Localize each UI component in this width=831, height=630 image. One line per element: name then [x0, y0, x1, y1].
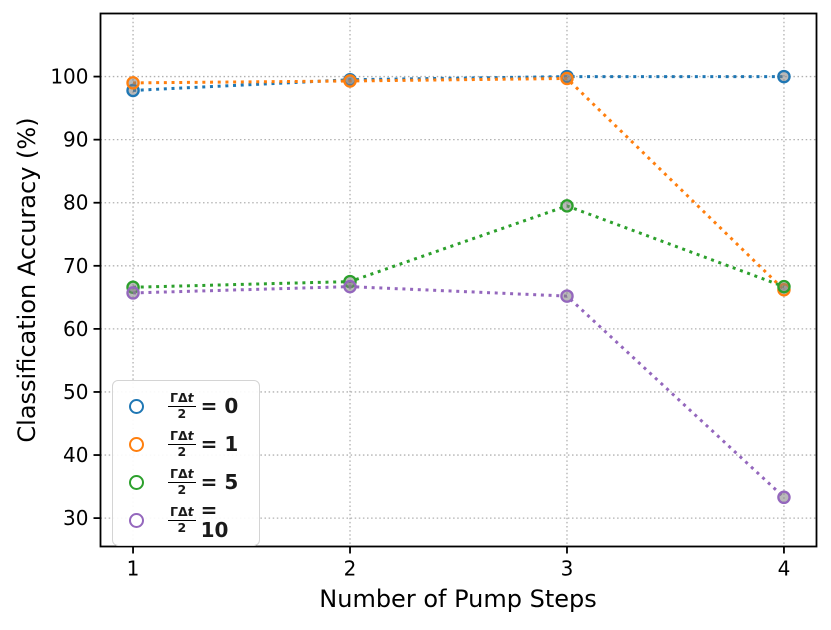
y-tick-label: 50	[63, 380, 88, 404]
legend-marker-icon	[129, 436, 144, 452]
legend-entry: ΓΔt 2 = 10	[129, 500, 249, 540]
data-point-marker	[126, 286, 140, 300]
legend-fraction-numerator: ΓΔt	[168, 427, 196, 445]
legend-entry: ΓΔt 2 = 0	[129, 387, 249, 425]
legend-entry: ΓΔt 2 = 1	[129, 425, 249, 463]
legend-fraction: ΓΔt 2	[168, 427, 196, 459]
legend: ΓΔt 2 = 0 ΓΔt 2 = 1 ΓΔt 2 = 5 ΓΔt 2 = 10	[112, 380, 260, 546]
data-point-marker	[343, 74, 357, 88]
legend-entry: ΓΔt 2 = 5	[129, 463, 249, 501]
y-tick-label: 60	[63, 317, 88, 341]
legend-fraction-denominator: 2	[177, 406, 187, 421]
legend-label: ΓΔt 2 = 1	[168, 427, 239, 459]
legend-value: = 0	[200, 394, 239, 418]
legend-fraction-denominator: 2	[177, 444, 187, 459]
data-point-marker	[777, 490, 791, 505]
y-tick-label: 70	[63, 254, 88, 278]
data-point-marker	[560, 71, 574, 86]
x-tick-label: 2	[344, 557, 357, 581]
data-point-marker	[126, 76, 140, 90]
legend-fraction-numerator: ΓΔt	[168, 503, 196, 521]
legend-marker-icon	[129, 512, 144, 528]
y-tick-label: 30	[63, 506, 88, 530]
data-point-marker	[777, 279, 791, 294]
legend-fraction: ΓΔt 2	[168, 503, 196, 535]
legend-fraction-numerator: ΓΔt	[168, 389, 196, 407]
data-point-marker	[777, 69, 791, 84]
data-point-marker	[560, 199, 574, 213]
y-tick-label: 90	[63, 128, 88, 152]
legend-label: ΓΔt 2 = 0	[168, 389, 239, 421]
y-tick-label: 100	[50, 65, 88, 89]
legend-marker-icon	[129, 474, 144, 490]
legend-fraction-denominator: 2	[177, 520, 187, 535]
plot-spines	[99, 12, 818, 548]
x-axis-label: Number of Pump Steps	[319, 585, 597, 613]
data-point-marker	[560, 289, 574, 303]
y-tick-label: 40	[63, 443, 88, 467]
legend-marker-icon	[129, 398, 144, 414]
legend-value: = 1	[200, 432, 239, 456]
y-axis-label: Classification Accuracy (%)	[13, 117, 41, 443]
legend-fraction: ΓΔt 2	[168, 389, 196, 421]
legend-value: = 10	[200, 498, 229, 542]
data-point-marker	[343, 279, 357, 294]
legend-label: ΓΔt 2 = 5	[168, 465, 239, 497]
legend-fraction-denominator: 2	[177, 482, 187, 497]
y-tick-label: 80	[63, 191, 88, 215]
x-tick-label: 1	[127, 557, 140, 581]
legend-label: ΓΔt 2 = 10	[168, 500, 249, 540]
legend-fraction-numerator: ΓΔt	[168, 465, 196, 483]
series-line	[132, 75, 784, 92]
series-line	[133, 285, 785, 499]
series-line	[133, 204, 785, 289]
series-line	[133, 76, 786, 291]
legend-fraction: ΓΔt 2	[168, 465, 196, 497]
x-tick-label: 4	[778, 557, 791, 581]
x-tick-label: 3	[561, 557, 574, 581]
legend-value: = 5	[200, 470, 239, 494]
